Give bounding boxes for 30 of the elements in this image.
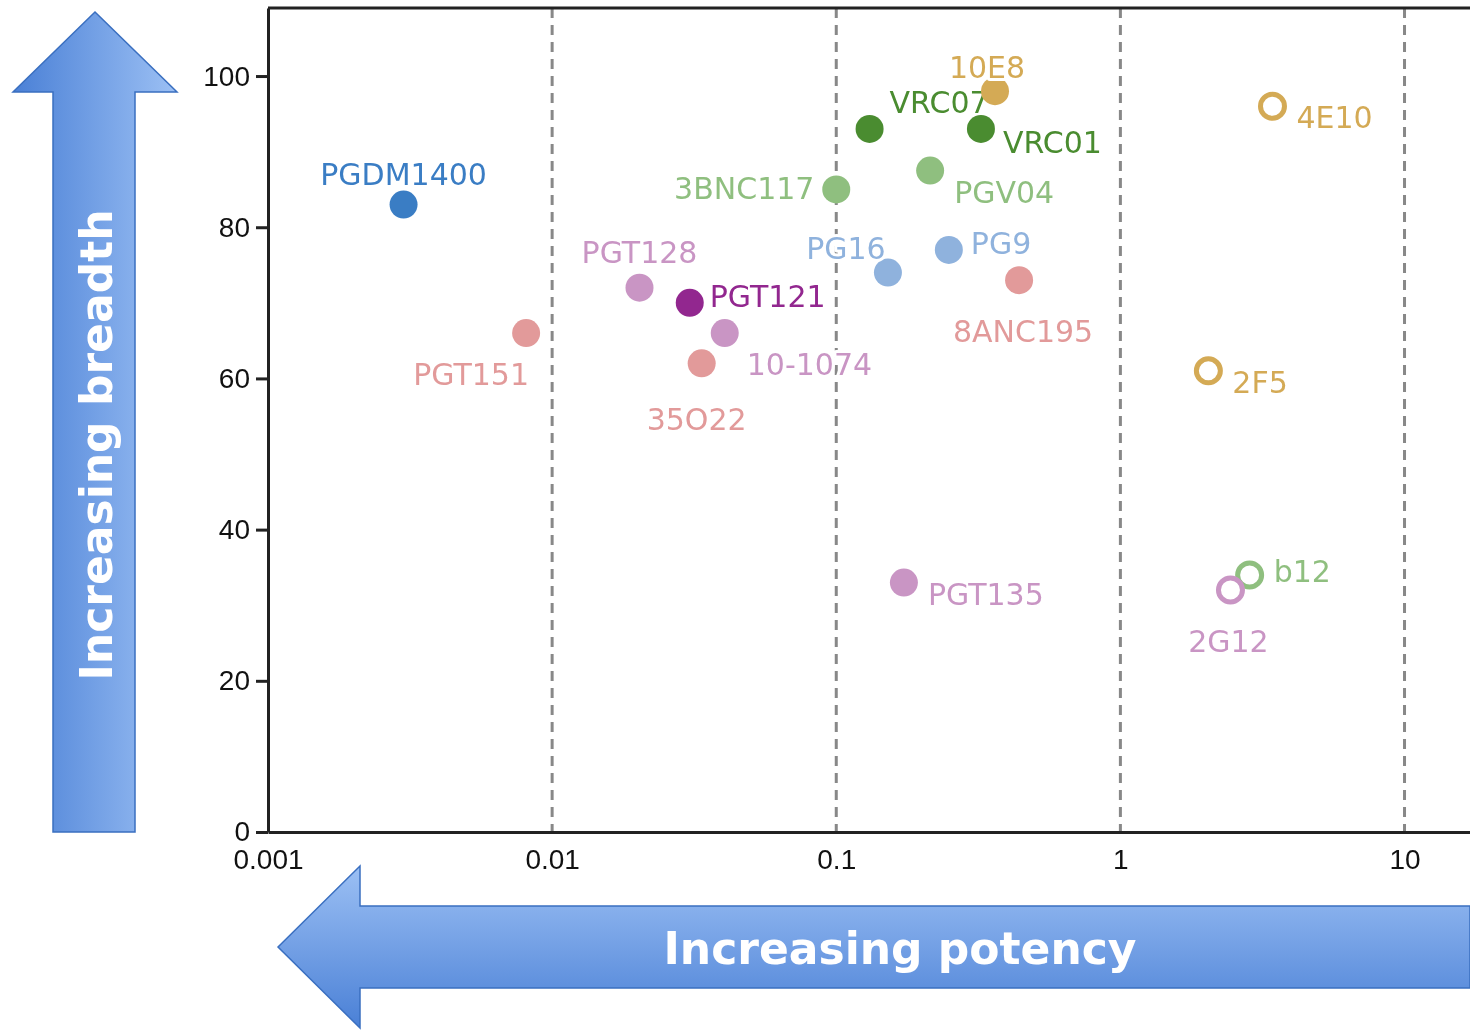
y-tick-label: 20 [218,665,250,697]
x-axis-title: Increasing potency [663,923,1137,974]
x-tick-label: 1 [1113,843,1129,875]
series-label: PG16 [806,230,886,266]
series-label: PGV04 [954,174,1055,210]
series-label: PGT121 [709,278,826,314]
y-tick-label: 80 [218,211,250,243]
series-label: b12 [1273,553,1331,589]
y-tick-label: 40 [218,514,250,546]
series-label: PGT128 [581,234,698,270]
series-label: PGT135 [927,576,1044,612]
y-tick-label: 100 [203,60,250,92]
x-tick-label: 0.01 [525,843,580,875]
series-label: PG9 [970,225,1032,261]
series-label: 10E8 [948,50,1026,86]
series-label: PGDM1400 [320,156,487,192]
series-label: VRC01 [1002,124,1102,160]
y-tick-label: 60 [218,362,250,394]
x-tick-label: 10 [1389,843,1421,875]
series-label: 8ANC195 [952,314,1094,350]
series-label: 2F5 [1232,364,1288,400]
series-label: VRC07 [889,84,989,120]
series-label: 4E10 [1296,100,1373,136]
series-label: 2G12 [1188,624,1269,660]
series-label: 10-1074 [746,347,873,383]
series-label: 3BNC117 [674,171,815,207]
x-tick-label: 0.1 [817,843,857,875]
series-label: PGT151 [413,357,530,393]
series-label: 35O22 [646,402,747,438]
y-axis-title: Increasing breadth [71,209,122,681]
